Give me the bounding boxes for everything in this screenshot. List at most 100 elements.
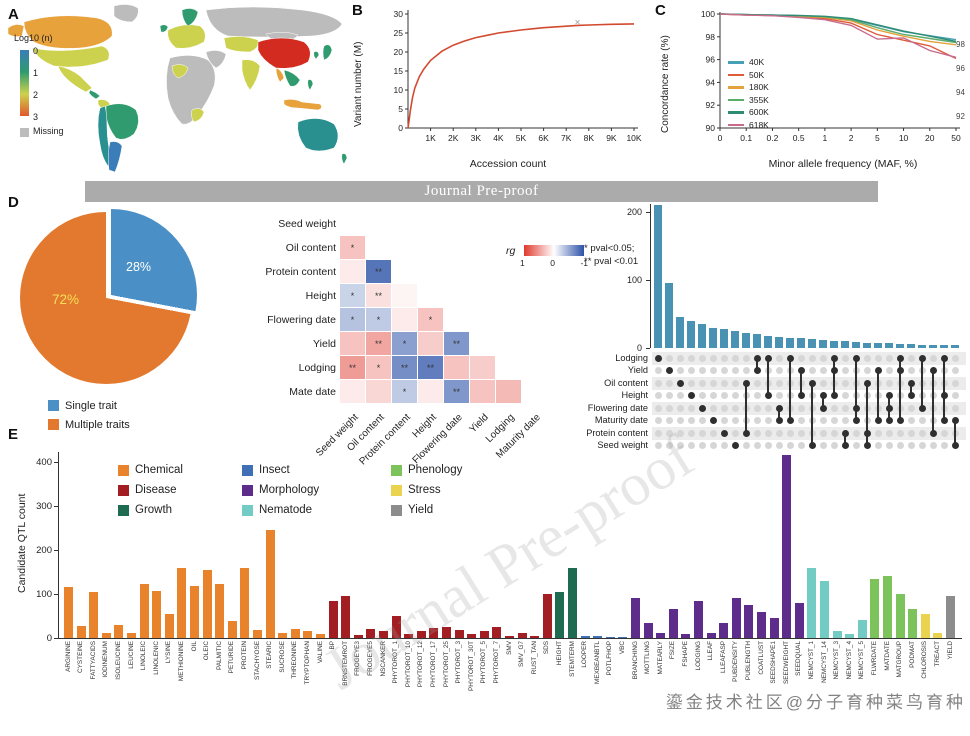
legend-swatch <box>242 484 253 496</box>
upset-dot <box>731 417 739 425</box>
upset-dot <box>951 417 959 425</box>
upset-connector <box>877 370 879 421</box>
upset-dot <box>731 392 739 400</box>
qtl-bar <box>215 584 225 638</box>
qtl-bar-label: PHYTOROT_3 <box>455 641 463 684</box>
upset-bar <box>698 324 706 348</box>
upset-connector <box>745 383 747 433</box>
qtl-bar-label: THREONINE <box>291 641 299 679</box>
c-legend-item: 180K <box>728 81 769 94</box>
upset-dot <box>698 379 706 387</box>
cropped-axis-tick: 96 <box>956 64 965 73</box>
upset-bar <box>907 343 915 348</box>
legend-label: Nematode <box>259 504 313 516</box>
legend-swatch <box>391 504 402 516</box>
upset-dot <box>885 392 893 400</box>
upset-bar <box>753 334 761 348</box>
c-legend-swatch <box>728 61 744 64</box>
upset-dot <box>720 404 728 412</box>
upset-dot <box>676 379 684 387</box>
c-legend-swatch <box>728 111 744 114</box>
qtl-bar <box>454 630 464 638</box>
upset-set-label: Height <box>621 390 648 400</box>
c-legend-label: 40K <box>749 57 765 68</box>
upset-dot <box>940 442 948 450</box>
qtl-bar <box>946 596 955 638</box>
c-series-line <box>719 13 957 58</box>
upset-dot <box>885 417 893 425</box>
upset-dot <box>863 429 871 437</box>
qtl-bar-label: TRYPTOPHAN <box>303 641 311 685</box>
upset-connector <box>811 383 813 446</box>
upset-bar <box>951 345 959 348</box>
upset-dot <box>775 392 783 400</box>
qtl-legend-item: Stress <box>391 480 501 500</box>
legend-label: Disease <box>135 484 177 496</box>
upset-dot <box>687 442 695 450</box>
qtl-y-tick <box>54 506 58 507</box>
preproof-banner-text: Journal Pre-proof <box>424 183 539 199</box>
upset-dot <box>654 442 662 450</box>
qtl-bar <box>656 632 666 638</box>
qtl-bar-label: PHYTOROT_30T <box>467 641 475 691</box>
legend-swatch <box>242 504 253 516</box>
b-marker: × <box>575 17 581 28</box>
c-y-tick-label: 96 <box>706 55 716 65</box>
qtl-bar-label: STEARIC <box>266 641 274 669</box>
qtl-legend-item: Disease <box>118 480 238 500</box>
qtl-bar-label: SUCROSE <box>278 641 286 673</box>
qtl-y-tick-label: 0 <box>46 633 52 644</box>
upset-dot <box>753 404 761 412</box>
qtl-legend-item: Insect <box>242 460 387 480</box>
rg-sig-note-1: * pval<0.05; <box>584 243 635 254</box>
upset-set-label: Lodging <box>615 352 648 363</box>
c-legend-swatch <box>728 86 744 89</box>
upset-connector <box>954 420 956 446</box>
upset-bar <box>874 342 882 348</box>
heatmap-row-label: Seed weight <box>278 218 336 230</box>
heatmap-cell: * <box>340 236 365 259</box>
pie-legend-label: Single trait <box>65 399 117 412</box>
qtl-legend: Chemical Insect Phenology Disease Morphology… <box>118 460 501 520</box>
upset-dot <box>786 354 794 362</box>
b-x-tick-label: 8K <box>584 133 595 143</box>
qtl-bar-label: LLEAFASP <box>719 641 727 673</box>
c-x-tick-label: 50 <box>951 133 961 143</box>
qtl-bar <box>895 594 905 638</box>
qtl-bar-label: VBC <box>618 641 626 655</box>
b-y-axis-title: Variant number (M) <box>353 41 364 127</box>
c-legend-item: 600K <box>728 106 769 119</box>
qtl-bar-label: NEMCYST_14 <box>820 641 828 683</box>
map-legend-gradient <box>20 50 29 116</box>
upset-dot <box>874 417 882 425</box>
b-x-tick-label: 4K <box>493 133 504 143</box>
heatmap-row-label: Flowering date <box>267 314 336 326</box>
map-region-philippines <box>307 79 314 91</box>
upset-dot <box>698 392 706 400</box>
qtl-bar-label: NEMCYST_3 <box>833 641 841 680</box>
upset-dot <box>709 392 717 400</box>
qtl-y-tick <box>54 550 58 551</box>
panel-label-e: E <box>8 426 19 443</box>
upset-dot <box>907 379 915 387</box>
upset-dot <box>841 417 849 425</box>
concordance-plot: 90 92 94 96 98 100 0 0.1 0.2 0.5 1 2 5 10 20 50 <box>701 9 961 143</box>
qtl-bar <box>127 632 136 638</box>
b-x-tick-label: 7K <box>561 133 572 143</box>
upset-dot <box>698 354 706 362</box>
heatmap-cell: * <box>340 284 365 307</box>
upset-dot <box>907 442 915 450</box>
upset-dot <box>830 354 838 362</box>
qtl-bar <box>857 620 867 638</box>
upset-connector <box>756 358 758 371</box>
qtl-bar <box>744 605 754 638</box>
upset-set-label: Protein content <box>586 427 648 438</box>
qtl-bar <box>782 455 792 638</box>
qtl-legend-item: Growth <box>118 500 238 520</box>
upset-dot <box>698 429 706 437</box>
heatmap-cell <box>470 380 495 403</box>
c-legend-item: 40K <box>728 56 769 69</box>
upset-bar <box>720 328 728 348</box>
upset-connector <box>844 433 846 446</box>
qtl-bar-label: BRANCHING <box>631 641 639 680</box>
